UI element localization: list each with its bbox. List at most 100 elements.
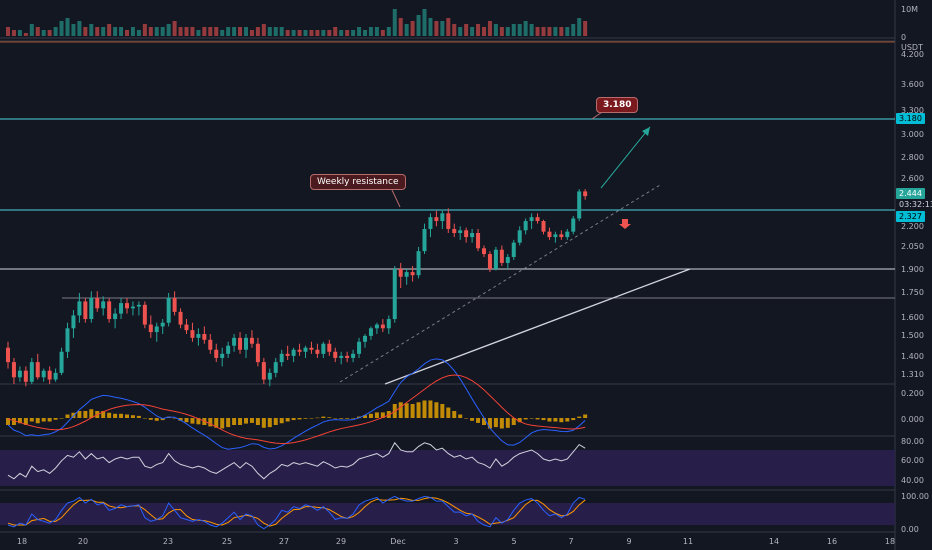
volume-bar [160, 27, 165, 36]
candle-body [321, 343, 326, 354]
macd-histogram-bar [238, 418, 243, 425]
macd-histogram-bar [511, 418, 516, 425]
candle-body [446, 213, 451, 229]
macd-histogram-bar [35, 418, 40, 424]
candle-body [65, 328, 70, 352]
volume-bar [267, 27, 272, 36]
volume-bar [47, 30, 52, 36]
volume-bar [482, 27, 486, 36]
macd-histogram-bar [452, 411, 457, 418]
volume-bar [41, 30, 46, 36]
candle-body [83, 301, 88, 320]
candle-body [166, 297, 171, 323]
volume-tick: 0 [901, 33, 907, 42]
volume-bar [285, 30, 290, 36]
candle-body [553, 234, 558, 238]
volume-bar [142, 24, 147, 36]
volume-bar [321, 30, 326, 36]
macd-histogram-bar [529, 418, 534, 419]
macd-histogram-bar [196, 418, 201, 425]
candle-body [422, 228, 427, 252]
time-tick: Dec [390, 537, 406, 546]
stoch-d-line [7, 496, 586, 527]
time-tick: 7 [568, 537, 574, 546]
candle-body [351, 353, 356, 358]
candle-body [434, 217, 439, 222]
stoch-band [0, 503, 895, 525]
macd-histogram-bar [398, 402, 403, 418]
candle-body [380, 324, 385, 329]
weekly-resistance-callout[interactable]: Weekly resistance [310, 174, 406, 190]
candle-body [499, 249, 504, 263]
dashed-trend-line [339, 184, 661, 383]
volume-bar [440, 21, 445, 36]
candle-body [11, 362, 16, 378]
macd-histogram-bar [493, 418, 498, 428]
macd-histogram-bar [571, 418, 576, 421]
callout-pointer [391, 189, 401, 208]
macd-histogram-bar [297, 418, 302, 420]
rsi-tick: 40.00 [901, 476, 924, 485]
macd-histogram-bar [172, 418, 177, 419]
volume-bar [553, 27, 558, 36]
macd-histogram-bar [434, 402, 439, 418]
macd-histogram-bar [77, 411, 82, 418]
macd-line [7, 358, 586, 450]
candle-body [547, 231, 552, 238]
candle-body [392, 269, 397, 320]
volume-bar [89, 24, 94, 36]
time-tick: 25 [221, 537, 233, 546]
candle-body [17, 370, 22, 378]
macd-histogram-bar [321, 416, 326, 418]
macd-histogram-bar [190, 418, 195, 424]
macd-histogram-bar [577, 416, 582, 418]
volume-bar [107, 24, 112, 36]
trend-line [384, 268, 691, 385]
candle-body [220, 353, 225, 358]
candle-body [261, 362, 266, 380]
candle-body [279, 353, 284, 363]
volume-bar [529, 24, 534, 36]
volume-bar [23, 33, 28, 36]
macd-histogram-bar [583, 414, 588, 418]
macd-tick: 0.200 [901, 389, 924, 398]
candle-body [452, 228, 457, 233]
candle-body [309, 347, 314, 350]
volume-bar [368, 27, 373, 36]
volume-bar [357, 27, 362, 36]
volume-bar [559, 27, 564, 36]
volume-bar [511, 24, 516, 36]
volume-bar [315, 30, 320, 36]
target-price-callout[interactable]: 3.180 [596, 97, 639, 113]
candle-body [565, 231, 570, 238]
candle-body [482, 248, 486, 255]
candle-body [458, 230, 463, 233]
volume-bar [392, 9, 397, 36]
stoch-k-line [7, 495, 586, 530]
candle-body [577, 191, 582, 219]
macd-histogram-bar [291, 418, 296, 421]
volume-bar [452, 24, 457, 36]
volume-bar [416, 15, 421, 36]
candle-body [541, 221, 546, 232]
candle-body [267, 372, 272, 380]
price-tick: 3.300 [901, 106, 924, 115]
volume-bar [541, 27, 546, 36]
candle-body [202, 333, 207, 340]
macd-histogram-bar [327, 417, 332, 418]
macd-histogram-bar [53, 418, 58, 420]
volume-bar [238, 27, 243, 36]
volume-bar [226, 27, 231, 36]
candle-body [71, 315, 76, 329]
time-tick: 5 [511, 537, 517, 546]
candle-body [95, 297, 100, 309]
volume-bar [547, 27, 552, 36]
candle-body [571, 218, 576, 232]
macd-histogram-bar [315, 417, 320, 419]
candle-body [226, 345, 231, 354]
volume-bar [113, 27, 118, 36]
candle-body [363, 335, 367, 342]
time-tick: 3 [453, 537, 459, 546]
